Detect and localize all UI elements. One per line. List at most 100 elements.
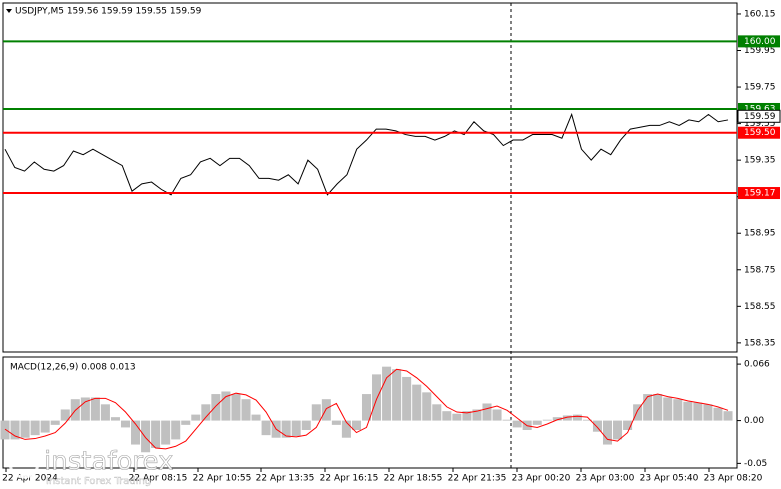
y-tick-label: 0.066 [744,360,770,370]
macd-bar [472,409,482,421]
macd-bar [592,420,602,432]
macd-bar [110,417,120,421]
logo-icon [8,447,40,479]
macd-bar [442,411,452,421]
macd-bar [361,394,372,421]
macd-bar [542,419,552,421]
macd-bar [241,399,251,421]
level-label: 159.63 [744,104,776,114]
macd-bar [40,420,50,433]
price-line [4,112,729,196]
macd-bar [552,417,562,421]
x-tick-label: 23 Apr 00:20 [512,474,571,484]
macd-bar [653,394,663,421]
macd-bar [50,420,60,425]
level-label: 160.00 [744,37,776,47]
macd-bar [100,404,110,421]
macd-bar [351,420,361,431]
logo-tagline: Instant Forex Trading [46,476,151,487]
current-price-label: 159.59 [744,112,776,122]
watermark: instaforex Instant Forex Trading [8,446,174,487]
macd-bar [693,402,703,421]
macd-bar [532,420,542,425]
macd-bar [713,407,723,421]
macd-bar [572,414,582,421]
macd-bar [10,420,20,440]
macd-bar [191,414,201,421]
macd-bar [321,399,331,421]
x-tick-label: 22 Apr 16:15 [320,474,379,484]
macd-bar [432,404,442,421]
macd-bar [723,411,733,421]
macd-bar [502,419,512,421]
y-tick-label: 0.00 [744,416,764,426]
macd-bar [623,420,633,431]
y-tick-label: 159.75 [744,83,776,93]
macd-bar [141,420,151,453]
x-tick-label: 23 Apr 03:00 [576,474,635,484]
macd-bar [261,420,271,436]
macd-bar [492,409,502,421]
macd-bar [633,404,643,421]
macd-bar [402,376,412,421]
macd-bar [20,420,30,438]
macd-bar [602,420,613,445]
macd-bar [412,384,422,421]
macd-bar [331,420,341,425]
macd-bar [512,420,522,428]
macd-bar [341,420,351,438]
macd-bar [80,397,90,421]
chart-title: USDJPY,M5 159.56 159.59 159.55 159.59 [15,7,202,17]
macd-bar [392,369,402,421]
macd-bar [613,420,623,440]
macd-bar [171,420,181,440]
macd-bar [30,420,40,436]
level-label-box [738,126,780,139]
macd-bar [301,420,311,431]
macd-bar [211,394,221,421]
level-label-box [738,35,780,48]
macd-bar [643,394,653,421]
macd-bar [221,391,231,421]
macd-bar [291,420,301,436]
macd-bar [663,397,673,421]
y-tick-label: 159.35 [744,156,776,166]
macd-bar [311,404,321,421]
y-tick-label: 159.55 [744,119,776,129]
macd-bar [120,420,131,428]
macd-bar [372,374,382,421]
x-tick-label: 23 Apr 08:20 [704,474,763,484]
macd-bar [703,404,713,421]
macd-bar [673,399,683,421]
macd-bar [482,403,492,421]
macd-bar [683,401,693,421]
macd-bar [281,420,291,438]
x-tick-label: 22 Apr 18:55 [384,474,443,484]
price-pane [2,2,738,353]
macd-bar [462,411,472,421]
macd-bar [582,419,592,421]
level-label-box [738,187,780,200]
macd-bar [452,413,462,421]
macd-bar [231,394,241,421]
macd-bar [562,415,572,421]
logo-brand: instaforex [44,447,173,477]
y-tick-label: 158.35 [744,338,776,348]
level-label: 159.17 [744,189,776,199]
macd-bar [201,404,211,421]
level-label: 159.50 [744,128,776,138]
macd-bar [181,420,191,425]
current-price-box [737,109,781,123]
x-tick-label: 23 Apr 05:40 [640,474,699,484]
y-tick-label: -0.05 [744,459,767,469]
menu-arrow [6,9,12,13]
y-tick-label: 158.95 [744,229,776,239]
macd-bar [251,414,261,421]
macd-title: MACD(12,26,9) 0.008 0.013 [10,363,136,373]
y-tick-label: 158.75 [744,265,776,275]
y-tick-label: 160.15 [744,9,776,19]
macd-bar [0,420,10,440]
x-tick-label: 22 Apr 21:35 [448,474,507,484]
x-tick-label: 22 Apr 2024 [2,474,58,484]
